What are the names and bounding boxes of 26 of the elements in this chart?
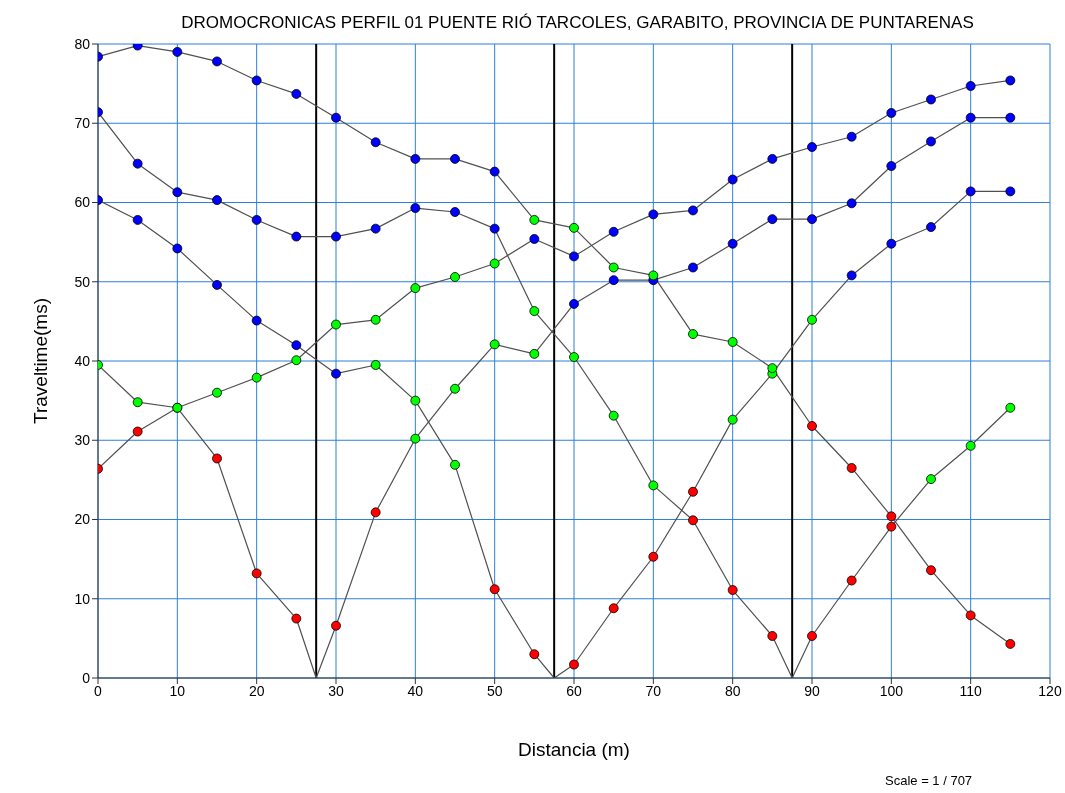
y-tick-label: 60 (74, 194, 91, 211)
y-tick-label: 20 (74, 511, 91, 528)
x-tick-label: 50 (486, 682, 503, 699)
x-tick-label: 60 (566, 682, 582, 699)
x-tick-label: 120 (1038, 682, 1062, 699)
x-tick-label: 20 (248, 682, 265, 699)
text: Scale = 1 / 707 (885, 773, 973, 788)
y-tick-label: 10 (74, 590, 91, 607)
x-tick-label: 40 (407, 682, 424, 699)
x-axis-title: Distancia (m) (518, 739, 630, 760)
x-tick-label: 80 (724, 682, 741, 699)
y-tick-label: 40 (74, 352, 91, 369)
y-tick-label: 70 (74, 115, 91, 132)
x-tick-label: 0 (94, 682, 103, 699)
y-tick-label: 80 (74, 35, 91, 52)
x-tick-label: 70 (645, 682, 662, 699)
y-tick-label: 30 (74, 432, 91, 449)
y-axis-title: Traveltime(ms) (29, 298, 51, 424)
x-tick-label: 30 (328, 682, 344, 699)
x-tick-label: 100 (879, 682, 904, 699)
x-tick-label: 10 (169, 682, 186, 699)
x-tick-label: 110 (959, 682, 983, 699)
y-tick-label: 50 (74, 273, 91, 290)
chart-title: DROMOCRONICAS PERFIL 01 PUENTE RIÓ TARCOLES, GARABITO, PROVINCIA DE PUNTARENAS (180, 13, 975, 33)
y-tick-label: 0 (82, 669, 91, 686)
x-tick-label: 90 (804, 682, 820, 699)
